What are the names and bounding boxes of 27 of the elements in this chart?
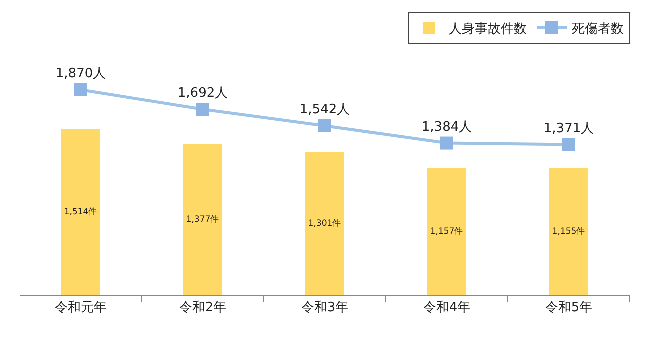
data-label: 1,157件 [430,226,464,237]
x-tick-label: 令和2年 [179,300,227,316]
data-label: 1,870人 [56,66,106,82]
data-label: 1,377件 [186,214,220,225]
x-tick-label: 令和3年 [301,300,349,316]
point [74,84,88,96]
point [318,119,332,132]
data-label: 1,155件 [552,226,586,237]
bar [183,144,223,295]
data-label: 1,301件 [308,218,342,229]
x-tick-label: 令和5年 [545,300,593,316]
point [562,138,576,152]
data-label: 1,371人 [544,121,594,136]
legend-label: 死傷者数 [572,22,624,38]
point [440,136,454,150]
bar [305,152,345,295]
data-label: 1,384人 [422,120,472,135]
data-label: 1,514件 [64,206,98,218]
x-tick-label: 令和元年 [55,300,107,316]
bar [549,168,589,295]
legend-label: 人身事故件数 [449,22,527,38]
data-label: 1,542人 [300,102,350,118]
bar [427,168,467,295]
x-tick-label: 令和4年 [423,300,471,316]
point [196,103,210,116]
bar [61,129,101,295]
data-label: 1,692人 [178,86,228,102]
